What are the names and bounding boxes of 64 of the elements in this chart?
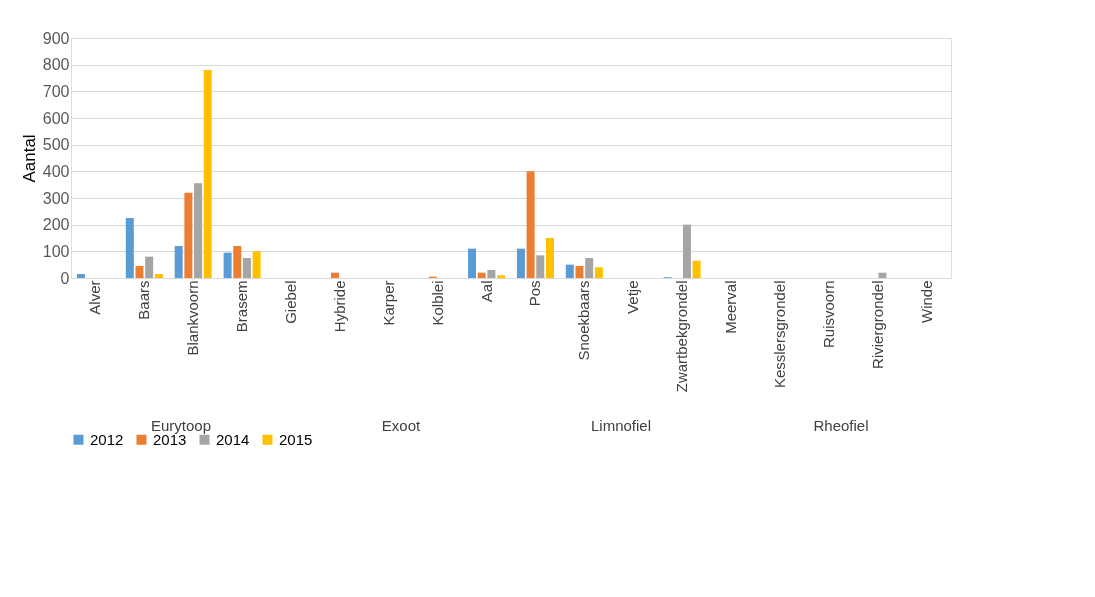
- y-tick-label: 100: [42, 242, 70, 260]
- x-tick-label: Giebel: [282, 280, 299, 324]
- x-tick-label: Baars: [135, 280, 153, 320]
- x-tick-label: Aal: [477, 280, 495, 303]
- bar: [184, 192, 193, 278]
- x-tick-label: Hybride: [330, 280, 348, 333]
- text: Exoot: [381, 417, 422, 434]
- bar: [526, 171, 535, 278]
- y-tick-label: 900: [42, 29, 70, 47]
- x-tick-label: Vetje: [624, 280, 642, 314]
- bar: [565, 264, 574, 278]
- bar: [487, 270, 496, 278]
- legend-label: 2015: [279, 430, 313, 448]
- bar: [145, 256, 154, 278]
- legend-label: 2012: [90, 430, 124, 448]
- x-tick-label: Alver: [86, 280, 104, 315]
- y-tick-label: 600: [42, 109, 70, 127]
- bar: [692, 260, 701, 278]
- y-tick-label: 300: [42, 189, 70, 207]
- x-tick-label: Ruisvoorn: [819, 280, 837, 349]
- x-tick-label: Zwartbekgrondel: [673, 280, 691, 393]
- x-tick-label: Winde: [917, 280, 935, 324]
- bar: [125, 218, 134, 278]
- x-tick-label: Kolblei: [428, 280, 446, 326]
- bar: [536, 255, 545, 278]
- bar: [233, 246, 242, 278]
- bar: [203, 70, 212, 278]
- bar: [594, 267, 603, 278]
- text: Rheofiel: [813, 417, 869, 434]
- bar: [682, 224, 691, 278]
- y-tick-label: 200: [42, 216, 70, 234]
- y-axis-title: Aantal: [19, 134, 39, 183]
- bar: [545, 238, 554, 278]
- bar: [194, 183, 203, 278]
- bar: [878, 272, 887, 278]
- x-tick-label: Karper: [379, 280, 397, 326]
- bar: [331, 272, 340, 278]
- legend-label: 2014: [216, 430, 250, 448]
- bar: [135, 266, 144, 278]
- x-tick-label: Kesslersgrondel: [770, 280, 788, 389]
- x-tick-label: Pos: [526, 280, 544, 307]
- bar: [223, 252, 232, 278]
- x-tick-label: Brasem: [233, 280, 251, 333]
- bar: [468, 248, 477, 278]
- y-tick-label: 700: [42, 82, 70, 100]
- bar: [154, 274, 163, 278]
- x-tick-label: Snoekbaars: [575, 280, 593, 361]
- x-tick-label: Riviergrondel: [868, 280, 886, 369]
- bar: [575, 266, 584, 278]
- y-tick-label: 800: [42, 56, 70, 74]
- bar: [585, 258, 594, 278]
- bar: [174, 246, 183, 278]
- x-tick-label: Meerval: [722, 280, 739, 334]
- text: Limnofiel: [590, 417, 652, 434]
- bar: [76, 274, 85, 278]
- bar: [252, 251, 261, 278]
- y-tick-label: 0: [60, 269, 70, 287]
- bar: [477, 272, 486, 278]
- bar: [497, 275, 506, 278]
- y-tick-label: 400: [42, 162, 70, 180]
- bar: [516, 248, 525, 278]
- x-tick-label: Blankvoorn: [184, 280, 202, 356]
- y-tick-label: 500: [42, 136, 70, 154]
- bar: [242, 258, 251, 278]
